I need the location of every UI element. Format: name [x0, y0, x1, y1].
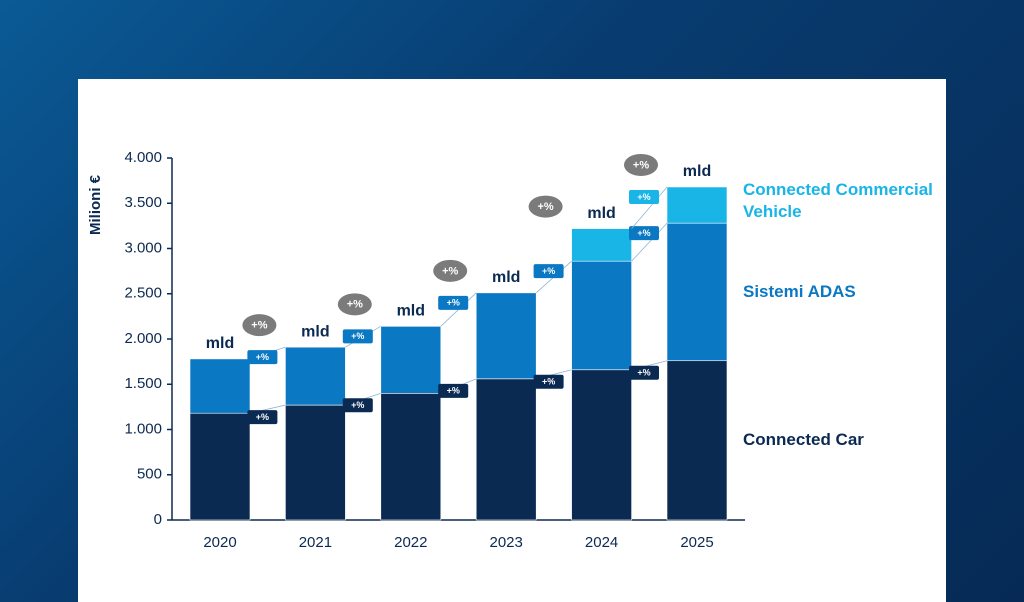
growth-label: +% — [447, 298, 460, 308]
y-tick-label: 4.000 — [124, 149, 162, 166]
growth-badge — [533, 264, 564, 279]
total-growth-badge — [433, 259, 468, 282]
y-tick-label: 2.500 — [124, 285, 162, 302]
growth-label: +% — [542, 377, 555, 387]
growth-badge — [342, 329, 373, 344]
bar-segment — [380, 392, 442, 521]
connector — [631, 186, 668, 229]
legend-label: Connected Commercial Vehicle — [743, 180, 933, 222]
x-tick-label: 2024 — [585, 534, 618, 551]
growth-label: +% — [447, 386, 460, 396]
total-growth-badge — [337, 293, 372, 316]
legend-label: Sistemi ADAS — [743, 281, 856, 301]
bar-segment — [380, 326, 442, 394]
growth-label: +% — [637, 228, 650, 238]
growth-label: +% — [542, 266, 555, 276]
total-growth-badge — [242, 314, 277, 337]
x-tick-label: 2025 — [680, 534, 713, 551]
bar-segment — [666, 360, 728, 521]
total-label: mld — [683, 163, 711, 180]
y-tick-label: 2.000 — [124, 330, 162, 347]
bar-segment — [666, 186, 728, 224]
growth-label: +% — [637, 192, 650, 202]
y-tick-label: 500 — [137, 466, 162, 483]
y-tick-label: 3.500 — [124, 194, 162, 211]
bar-segment — [571, 260, 632, 371]
bar-segment — [285, 346, 346, 406]
legend-label: Connected Car — [743, 430, 864, 450]
growth-badge — [247, 410, 278, 425]
bar-segment — [571, 228, 632, 262]
growth-badge — [629, 189, 659, 204]
total-growth-label: +% — [347, 299, 363, 311]
growth-badge — [342, 398, 373, 413]
growth-label: +% — [351, 400, 364, 410]
growth-badge — [438, 383, 469, 398]
total-growth-badge — [528, 195, 563, 218]
bar-segment — [475, 292, 537, 380]
total-label: mld — [397, 303, 425, 320]
y-tick-label: 3.000 — [124, 239, 162, 256]
total-growth-label: +% — [537, 201, 553, 213]
total-label: mld — [587, 205, 615, 222]
growth-label: +% — [256, 352, 269, 362]
total-label: mld — [206, 335, 234, 352]
growth-badge — [438, 295, 469, 310]
total-growth-label: +% — [251, 320, 267, 332]
bar-segment — [571, 369, 632, 521]
total-label: mld — [492, 269, 520, 286]
total-growth-label: +% — [442, 265, 458, 277]
growth-label: +% — [351, 331, 364, 341]
x-tick-label: 2022 — [394, 534, 427, 551]
y-axis-label: Milioni € — [87, 174, 104, 235]
growth-badge — [247, 350, 278, 365]
growth-label: +% — [256, 412, 269, 422]
growth-label: +% — [637, 368, 650, 378]
growth-badge — [629, 365, 659, 380]
bar-segment — [666, 222, 728, 362]
total-label: mld — [301, 323, 329, 340]
connector — [631, 222, 668, 262]
x-tick-label: 2020 — [203, 534, 236, 551]
x-tick-label: 2021 — [299, 534, 332, 551]
y-tick-label: 1.500 — [124, 375, 162, 392]
x-tick-label: 2023 — [490, 534, 523, 551]
total-growth-label: +% — [633, 159, 649, 171]
bar-segment — [285, 404, 346, 521]
y-tick-label: 1.000 — [124, 420, 162, 437]
bar-segment — [189, 412, 251, 521]
bar-segment — [475, 378, 537, 521]
growth-badge — [533, 374, 564, 389]
y-tick-label: 0 — [154, 511, 162, 528]
bar-segment — [189, 358, 251, 414]
growth-badge — [629, 226, 659, 241]
total-growth-badge — [624, 153, 658, 176]
